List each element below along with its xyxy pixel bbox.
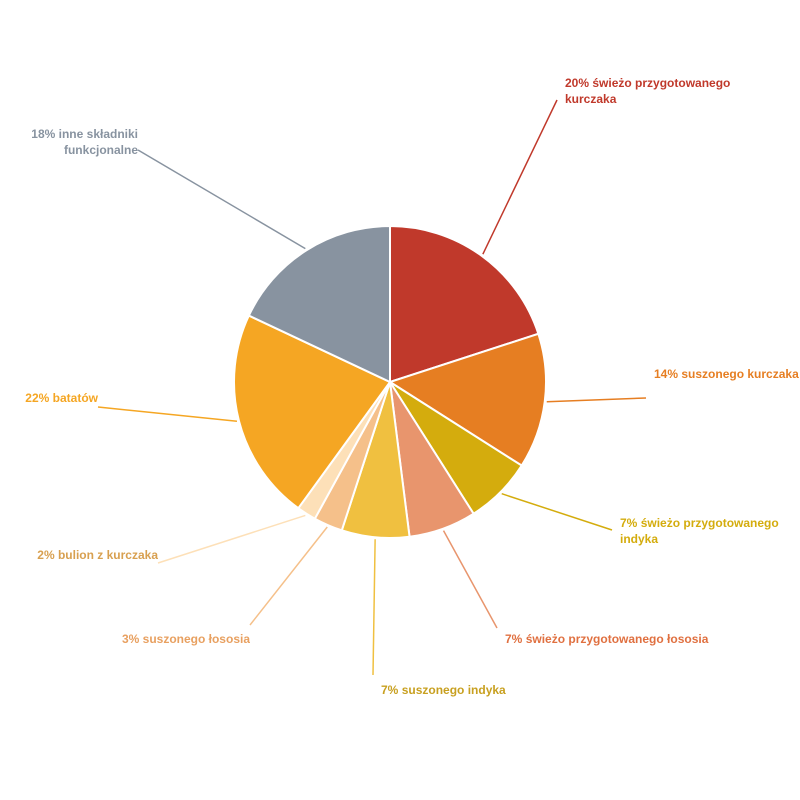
value-label: 7% [505, 632, 523, 646]
slice-label: 18% inne składniki funkcjonalne [0, 126, 138, 158]
category-label: suszonego kurczaka [681, 367, 799, 381]
leader-line [501, 493, 613, 531]
value-label: 2% [37, 548, 55, 562]
leader-line [546, 397, 647, 403]
category-label: suszonego indyka [401, 683, 506, 697]
value-label: 7% [381, 683, 399, 697]
category-label: bulion z kurczaka [57, 548, 158, 562]
category-label: batatów [52, 391, 98, 405]
category-label: inne składniki funkcjonalne [58, 127, 138, 157]
label-box: 7% świeżo przygotowanego indyka [620, 515, 800, 547]
label-box: 20% świeżo przygotowanego kurczaka [565, 75, 745, 107]
slice-label: 7% suszonego indyka [381, 682, 561, 698]
category-label: suszonego łososia [142, 632, 250, 646]
slice-label: 7% świeżo przygotowanego łososia [505, 631, 735, 647]
label-box: 18% inne składniki funkcjonalne [0, 126, 138, 158]
leader-line [249, 526, 328, 626]
label-box: 14% suszonego kurczaka [654, 366, 800, 382]
slice-label: 14% suszonego kurczaka [654, 366, 800, 382]
value-label: 18% [31, 127, 56, 141]
value-label: 22% [25, 391, 50, 405]
value-label: 14% [654, 367, 679, 381]
leader-line [482, 99, 558, 255]
category-label: świeżo przygotowanego kurczaka [565, 76, 731, 106]
leader-line [372, 539, 376, 676]
slice-label: 22% batatów [0, 390, 98, 406]
label-box: 22% batatów [0, 390, 98, 406]
value-label: 7% [620, 516, 638, 530]
slice-label: 2% bulion z kurczaka [0, 547, 158, 563]
pie-slice [387, 332, 547, 467]
pie-slice [247, 224, 391, 384]
slice-label: 7% świeżo przygotowanego indyka [620, 515, 800, 547]
value-label: 20% [565, 76, 590, 90]
leader-line [137, 149, 306, 250]
label-box: 7% świeżo przygotowanego łososia [505, 631, 735, 647]
leader-line [442, 530, 498, 629]
label-box: 7% suszonego indyka [381, 682, 561, 698]
label-box: 2% bulion z kurczaka [0, 547, 158, 563]
slice-label: 20% świeżo przygotowanego kurczaka [565, 75, 745, 107]
leader-line [157, 514, 306, 564]
category-label: świeżo przygotowanego indyka [620, 516, 779, 546]
leader-line [97, 406, 238, 423]
label-box: 3% suszonego łososia [70, 631, 250, 647]
pie-slice [389, 224, 540, 384]
category-label: świeżo przygotowanego łososia [525, 632, 709, 646]
slice-label: 3% suszonego łososia [70, 631, 250, 647]
value-label: 3% [121, 632, 140, 646]
